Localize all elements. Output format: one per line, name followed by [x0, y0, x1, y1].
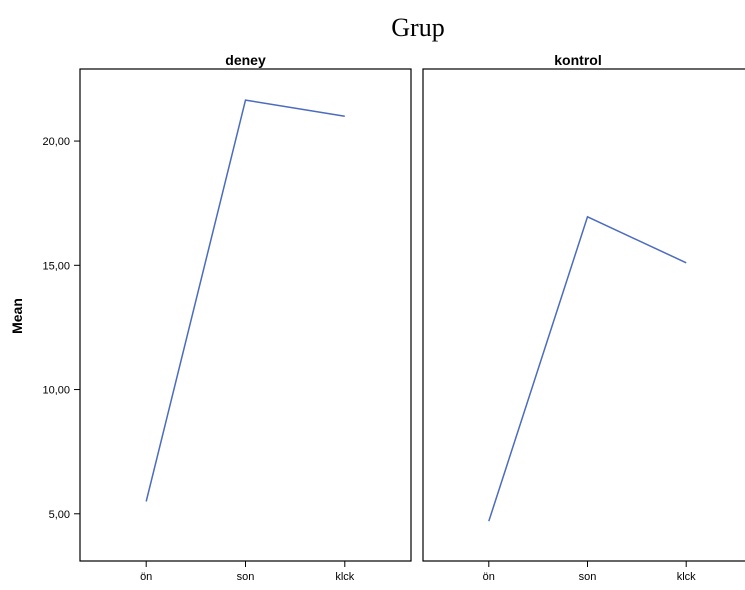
y-tick-label: 5,00 [49, 509, 70, 521]
y-tick-label: 20,00 [42, 136, 70, 148]
y-tick-label: 10,00 [42, 385, 70, 397]
panel-deney: deney 5,00 10,00 15,00 20,00 ön son klck [42, 52, 412, 583]
x-tick-label: klck [335, 571, 354, 583]
y-axis-title: Mean [9, 298, 25, 334]
panel-title: kontrol [554, 52, 601, 68]
x-tick-label: ön [140, 571, 152, 583]
panel-frame [422, 68, 745, 562]
x-tick-label: klck [677, 571, 696, 583]
x-tick-label: ön [483, 571, 495, 583]
series-line [145, 99, 345, 502]
x-tick-label: son [237, 571, 255, 583]
panel-kontrol: kontrol ön son klck [422, 52, 745, 583]
x-tick-label: son [579, 571, 597, 583]
y-tick-label: 15,00 [42, 260, 70, 272]
panel-frame [79, 68, 412, 562]
series-line [488, 215, 687, 522]
panel-title: deney [225, 52, 266, 68]
chart-title: Grup [391, 13, 444, 42]
